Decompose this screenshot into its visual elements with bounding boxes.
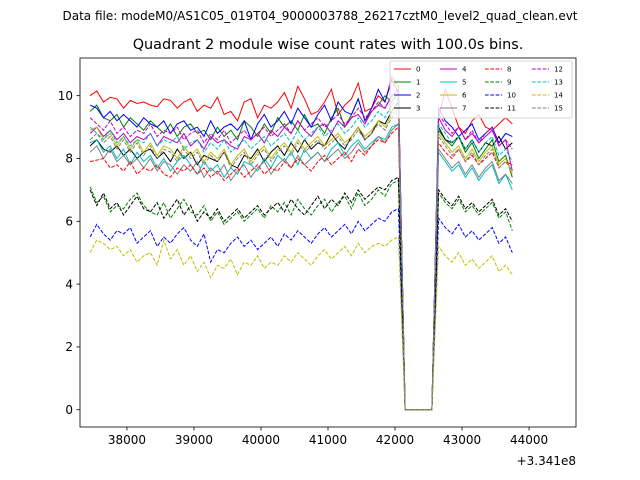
legend-label-13: 13 — [554, 79, 563, 87]
x-tick-label: 38000 — [108, 433, 146, 447]
y-tick-label: 6 — [65, 215, 73, 229]
y-axis: 0 2 4 6 8 10 — [58, 89, 80, 417]
series-line-1 — [89, 90, 513, 411]
x-tick-label: 43000 — [443, 433, 481, 447]
y-tick-label: 2 — [65, 340, 73, 354]
chart-suptitle: Data file: modeM0/AS1C05_019T04_90000037… — [62, 9, 577, 23]
y-tick-label: 8 — [65, 152, 73, 166]
series-line-13 — [89, 97, 513, 411]
y-tick-label: 10 — [58, 89, 73, 103]
series-line-12 — [89, 88, 513, 411]
series-line-10 — [89, 207, 513, 411]
series-line-14 — [89, 236, 513, 411]
legend-label-4: 4 — [462, 66, 467, 74]
legend-label-11: 11 — [507, 105, 516, 113]
legend-label-5: 5 — [462, 79, 466, 87]
legend-label-9: 9 — [507, 79, 511, 87]
series-line-15 — [89, 110, 513, 411]
series-line-11 — [89, 176, 513, 411]
series-layer — [89, 75, 513, 411]
axis-offset-label: +3.341e8 — [517, 454, 576, 468]
y-tick-label: 4 — [65, 277, 73, 291]
x-axis: 38000 39000 40000 41000 42000 43000 44000 — [108, 427, 548, 447]
series-line-6 — [89, 107, 513, 411]
legend-label-1: 1 — [416, 79, 420, 87]
legend-label-7: 7 — [462, 105, 466, 113]
x-tick-label: 40000 — [242, 433, 280, 447]
x-tick-label: 42000 — [376, 433, 414, 447]
legend-box — [389, 60, 573, 119]
legend-label-0: 0 — [416, 66, 420, 74]
legend-label-8: 8 — [507, 66, 511, 74]
x-tick-label: 44000 — [510, 433, 548, 447]
series-line-5 — [89, 123, 513, 411]
legend-label-10: 10 — [507, 92, 516, 100]
series-line-9 — [89, 179, 513, 411]
legend-label-12: 12 — [554, 66, 563, 74]
legend-label-14: 14 — [554, 92, 563, 100]
legend-label-6: 6 — [462, 92, 467, 100]
series-line-7 — [89, 122, 513, 411]
series-line-3 — [89, 100, 513, 411]
x-tick-label: 39000 — [175, 433, 213, 447]
legend-label-3: 3 — [416, 105, 420, 113]
y-tick-label: 0 — [65, 403, 73, 417]
chart-title: Quadrant 2 module wise count rates with … — [133, 37, 524, 53]
x-tick-label: 41000 — [309, 433, 347, 447]
legend-label-15: 15 — [554, 105, 563, 113]
legend-label-2: 2 — [416, 92, 420, 100]
